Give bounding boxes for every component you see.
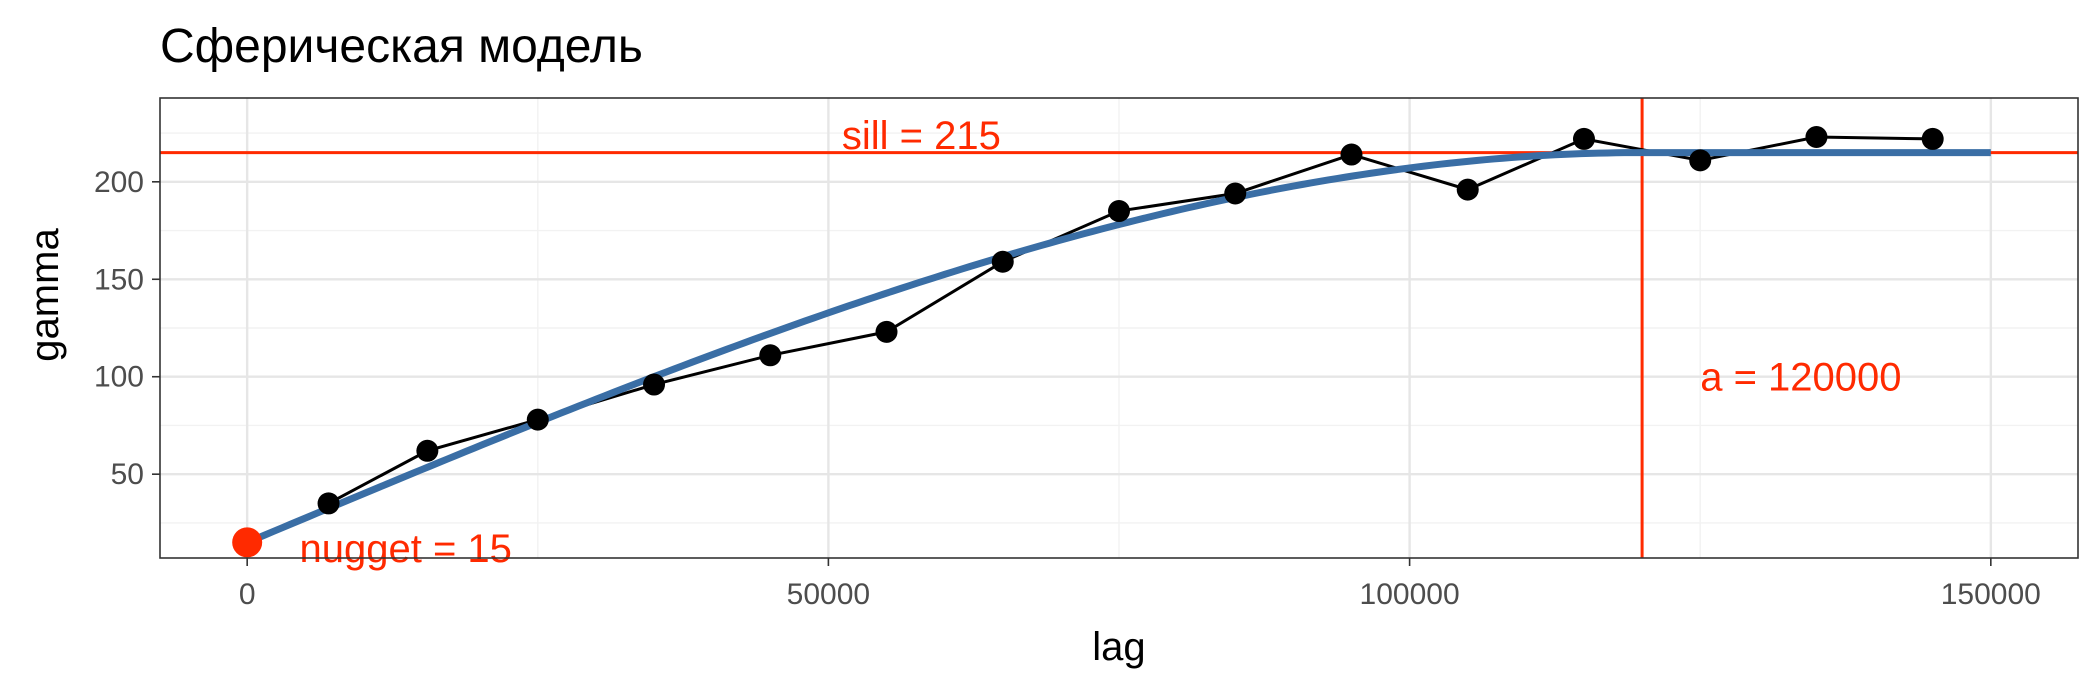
empirical-point	[526, 408, 549, 431]
plot-area: sill = 215 a = 120000 nugget = 15	[159, 97, 2079, 571]
empirical-point	[1108, 200, 1130, 223]
minor-gridlines	[160, 98, 2078, 558]
x-tick-label: 50000	[787, 578, 870, 611]
empirical-point	[317, 492, 340, 515]
x-tick-label: 100000	[1360, 578, 1460, 611]
nugget-annotation: nugget = 15	[299, 527, 511, 571]
y-axis-title: gamma	[23, 228, 67, 362]
empirical-point	[759, 344, 782, 367]
empirical-point	[1921, 127, 1944, 150]
panel-border	[159, 97, 2079, 559]
y-tick-label: 50	[111, 458, 144, 491]
empirical-point	[875, 320, 898, 343]
y-tick-label: 150	[94, 263, 144, 296]
empirical-point	[1572, 127, 1595, 150]
empirical-point	[1340, 143, 1363, 166]
x-tick-label: 0	[239, 578, 256, 611]
empirical-point	[1224, 182, 1247, 205]
chart-title: Сферическая модель	[160, 20, 643, 73]
sill-annotation: sill = 215	[842, 114, 1001, 158]
empirical-point	[643, 373, 666, 396]
y-tick-label: 100	[94, 361, 144, 394]
y-tick-label: 200	[94, 166, 144, 199]
empirical-point	[1456, 178, 1479, 201]
y-axis-ticks: 50 100 150 200	[94, 166, 160, 491]
empirical-point	[991, 250, 1014, 273]
range-annotation: a = 120000	[1700, 356, 1901, 400]
x-tick-label: 150000	[1941, 578, 2041, 611]
series-layer	[232, 125, 1991, 558]
empirical-point	[1689, 149, 1712, 172]
empirical-point	[416, 439, 439, 462]
x-axis-title: lag	[1092, 625, 1145, 669]
empirical-point	[1805, 125, 1828, 148]
nugget-point	[232, 527, 263, 558]
major-gridlines	[160, 98, 2078, 558]
annotations: sill = 215 a = 120000 nugget = 15	[299, 114, 1901, 571]
x-axis-ticks: 0 50000 100000 150000	[239, 558, 2041, 611]
